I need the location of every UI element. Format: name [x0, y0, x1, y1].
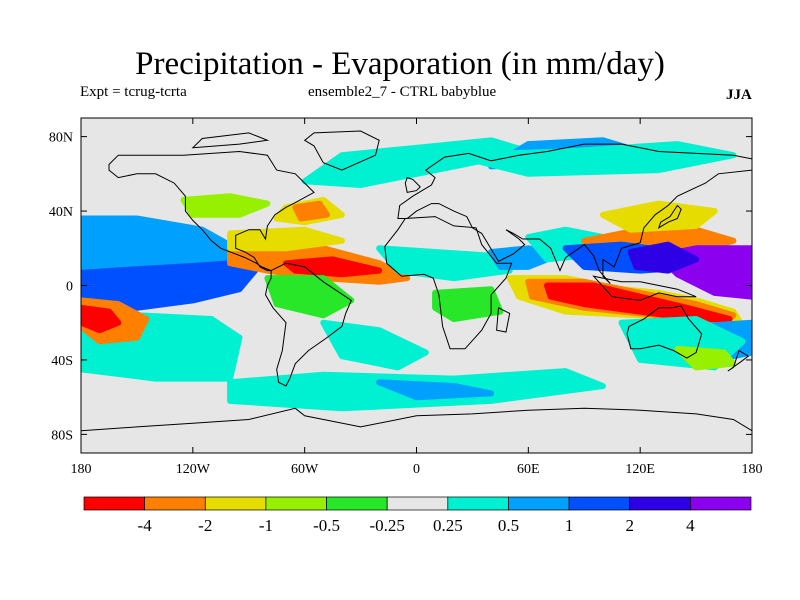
colorbar-swatch: [629, 496, 691, 511]
colorbar-label: -0.5: [313, 516, 340, 535]
colorbar-swatch: [83, 496, 145, 511]
lat-tick-label: 0: [66, 280, 73, 295]
lat-tick-label: 80S: [51, 428, 73, 443]
colorbar-label: 1: [565, 516, 574, 535]
colorbar-label: -2: [198, 516, 212, 535]
lon-tick-label: 60E: [517, 462, 540, 477]
coastline-africa: [384, 216, 513, 350]
colorbar-label: -0.25: [369, 516, 404, 535]
colorbar-swatch: [204, 496, 267, 511]
axis-ticks: 180 120W 60W 0 60E 120E 180 80N 40N 0 40S 80S: [49, 118, 763, 477]
field-north-atlantic-storm-cyan: [301, 137, 532, 188]
colorbar-swatch: [386, 496, 449, 511]
field-sw-pacific-red: [81, 304, 122, 334]
colorbar-swatch: [265, 496, 327, 511]
field-southern-ocean-blue: [376, 379, 495, 401]
lon-tick-label: 60W: [291, 462, 319, 477]
coastline-antarctica: [81, 407, 752, 432]
field-north-pacific-cyan: [81, 215, 252, 270]
precip-fields: [81, 137, 752, 412]
coastline-greenland: [303, 130, 380, 171]
lon-tick-label: 120W: [176, 462, 211, 477]
lon-tick-label: 180: [71, 462, 92, 477]
ensemble-label: ensemble2_7 - CTRL babyblue: [308, 84, 497, 100]
coastline-south-america: [264, 262, 352, 387]
lon-tick-label: 120E: [625, 462, 655, 477]
coastline-australia: [626, 305, 703, 359]
colorbar-label: 2: [625, 516, 634, 535]
colorbar-swatch: [144, 496, 206, 511]
field-wp-bluewash: [627, 241, 700, 274]
coastline-madagascar: [496, 307, 511, 333]
colorbar-label: 4: [686, 516, 695, 535]
field-asia-monsoon-yellow: [599, 200, 718, 233]
experiment-label: Expt = tcrug-tcrta: [80, 84, 187, 100]
field-australia-green: [674, 345, 737, 371]
colorbar-label: -4: [138, 516, 153, 535]
colorbar-label: -1: [259, 516, 273, 535]
field-caribbean-yellow: [227, 226, 345, 252]
coastline-arctic-islands: [191, 132, 270, 149]
lon-tick-label: 180: [742, 462, 763, 477]
colorbar-label: 0.5: [498, 516, 519, 535]
colorbar-label: 0.25: [433, 516, 463, 535]
field-north-atlantic-orange: [292, 200, 330, 222]
lat-tick-label: 80N: [49, 131, 73, 146]
season-label: JJA: [726, 87, 752, 103]
colorbar-swatch: [447, 496, 509, 511]
lon-tick-label: 0: [413, 462, 420, 477]
colorbar-swatch: [568, 496, 631, 511]
colorbar-swatch: [326, 496, 388, 511]
coastline-nz: [727, 349, 750, 372]
coastline-north-america: [108, 150, 315, 272]
field-north-america-green: [180, 193, 271, 218]
lat-tick-label: 40S: [51, 354, 73, 369]
colorbar: -4 -2 -1 -0.5 -0.25 0.25 0.5 1 2 4: [83, 496, 752, 535]
coastline-uk: [404, 176, 421, 193]
coastline-eurasia: [397, 143, 752, 284]
chart-title: Precipitation - Evaporation (in mm/day): [135, 46, 665, 82]
lat-tick-label: 40N: [49, 205, 73, 220]
coastline-indonesia: [592, 275, 697, 301]
field-south-atlantic-cyan: [320, 319, 429, 371]
coastline-japan: [657, 204, 682, 229]
field-south-america-green: [264, 275, 355, 319]
colorbar-swatch: [690, 496, 752, 511]
field-africa-south-green: [432, 286, 504, 322]
coastlines: [81, 130, 752, 432]
field-africa-sahel-cyan: [376, 245, 513, 282]
colorbar-swatch: [508, 496, 570, 511]
